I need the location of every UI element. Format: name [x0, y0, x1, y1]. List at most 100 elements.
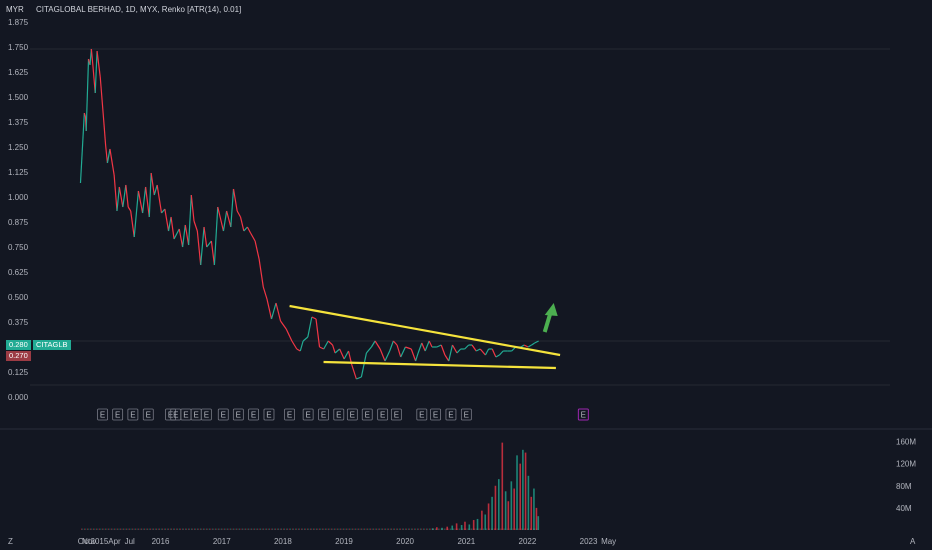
price-segment: [141, 186, 147, 214]
volume-bar: [504, 491, 507, 530]
volume-tick-label: 80M: [896, 482, 912, 491]
price-segment: [319, 346, 324, 350]
price-segment: [94, 50, 98, 94]
earnings-marker-label: E: [146, 411, 151, 420]
earnings-marker: [165, 408, 176, 421]
volume-bar: [497, 479, 500, 530]
y-tick-label: 0.375: [8, 318, 29, 327]
x-tick-label: 2017: [213, 537, 231, 546]
earnings-marker-label: E: [183, 411, 188, 420]
prev-price-tag: 0.270: [6, 351, 31, 361]
volume-bar: [446, 526, 449, 530]
price-segment: [113, 174, 118, 212]
price-segment: [440, 344, 446, 356]
earnings-marker-label: E: [305, 411, 310, 420]
x-tick-label: 2015: [91, 537, 109, 546]
price-segment: [236, 210, 242, 218]
y-tick-label: 1.625: [8, 68, 29, 77]
price-segment: [311, 316, 317, 320]
price-segment: [275, 302, 282, 322]
earnings-marker: [217, 408, 229, 421]
volume-bar: [530, 496, 533, 530]
price-segment: [116, 186, 120, 212]
price-segment: [315, 318, 321, 348]
earnings-marker-label: E: [221, 411, 226, 420]
earnings-marker-label: E: [193, 411, 198, 420]
price-segment: [351, 364, 357, 380]
price-segment: [520, 344, 525, 348]
earnings-marker-label: E: [236, 411, 241, 420]
price-segment: [424, 340, 430, 352]
price-segment: [334, 348, 341, 354]
volume-bar: [468, 524, 471, 530]
y-tick-label: 1.250: [8, 143, 29, 152]
price-segment: [370, 340, 376, 348]
price-segment: [384, 350, 391, 362]
price-segment: [254, 240, 260, 260]
x-tick-label: 2019: [335, 537, 353, 546]
price-segment: [428, 340, 433, 348]
y-tick-label: 1.125: [8, 168, 29, 177]
volume-bar: [484, 514, 487, 530]
price-segment: [213, 206, 219, 266]
price-segment: [531, 342, 535, 346]
price-segment: [285, 328, 293, 342]
volume-bar: [494, 485, 497, 530]
price-segment: [405, 346, 412, 350]
price-segment: [323, 340, 329, 350]
earnings-marker: [97, 408, 108, 421]
price-segment: [122, 184, 127, 208]
price-segment: [410, 348, 417, 362]
volume-bar: [436, 527, 438, 530]
earnings-marker: [200, 408, 212, 421]
price-segment: [389, 340, 394, 352]
price-segment: [137, 190, 144, 214]
price-segment: [270, 302, 277, 320]
price-segment: [226, 210, 232, 228]
volume-bar: [519, 463, 522, 530]
earnings-marker: [346, 408, 358, 421]
volume-tick-label: 40M: [896, 504, 912, 513]
price-segment: [499, 350, 504, 356]
x-tick-label: 2021: [457, 537, 475, 546]
volume-tick-label: 120M: [896, 460, 916, 469]
chart-title: CITAGLOBAL BERHAD, 1D, MYX, Renko [ATR(1…: [36, 5, 242, 14]
price-segment: [167, 216, 172, 232]
price-segment: [451, 344, 458, 354]
volume-bar: [481, 510, 483, 530]
volume-bar: [524, 452, 527, 530]
earnings-marker-label: E: [394, 411, 399, 420]
price-segment: [217, 206, 225, 232]
price-segment: [471, 344, 477, 352]
price-segment: [133, 190, 140, 238]
volume-bar: [441, 527, 443, 530]
price-segment: [125, 184, 129, 208]
price-segment: [173, 228, 180, 240]
price-segment: [161, 208, 166, 214]
timezone-icon: Z: [8, 537, 13, 546]
earnings-marker: [416, 408, 428, 421]
price-segment: [170, 216, 175, 240]
price-segment: [109, 148, 115, 176]
price-segment: [232, 188, 238, 212]
earnings-marker: [112, 408, 124, 421]
price-segment: [291, 340, 298, 350]
price-segment: [417, 342, 423, 354]
x-tick-label: Jul: [125, 537, 135, 546]
price-segment: [360, 352, 367, 378]
earnings-marker: [318, 408, 329, 421]
price-segment: [222, 210, 228, 232]
earnings-marker: [361, 408, 373, 421]
price-segment: [327, 340, 333, 346]
price-series: [79, 48, 539, 380]
volume-bars: [81, 442, 540, 530]
price-segment: [396, 344, 402, 358]
price-segment: [203, 226, 208, 248]
price-segment: [484, 348, 490, 356]
volume-bar: [535, 507, 538, 530]
earnings-marker-label: E: [365, 411, 370, 420]
volume-bar: [533, 488, 535, 530]
price-segment: [184, 224, 190, 246]
